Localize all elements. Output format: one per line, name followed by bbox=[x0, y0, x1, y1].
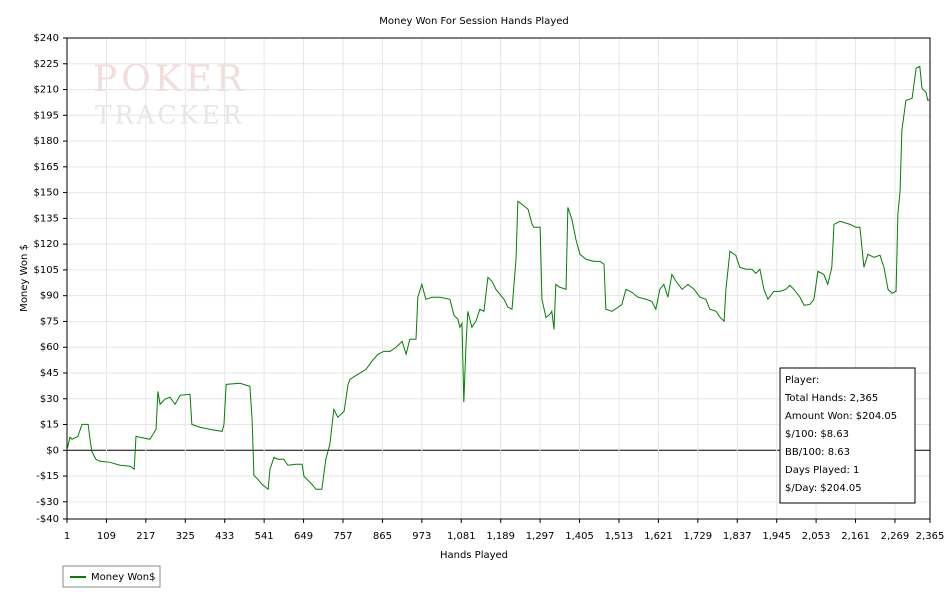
x-tick-label: 2,053 bbox=[802, 531, 831, 542]
y-tick-label: $180 bbox=[34, 136, 59, 147]
x-tick-label: 1,297 bbox=[526, 531, 555, 542]
x-tick-label: 973 bbox=[412, 531, 431, 542]
x-tick-label: 1,189 bbox=[486, 531, 515, 542]
x-tick-label: 1,729 bbox=[684, 531, 713, 542]
y-tick-label: $45 bbox=[40, 368, 59, 379]
stats-box bbox=[779, 367, 916, 504]
y-tick-label: $210 bbox=[34, 85, 59, 96]
legend-label: Money Won$ bbox=[91, 572, 155, 583]
x-tick-label: 865 bbox=[373, 531, 392, 542]
x-tick-label: 2,365 bbox=[916, 531, 945, 542]
stats-line: Amount Won: $204.05 bbox=[785, 411, 897, 422]
x-tick-label: 1 bbox=[64, 531, 70, 542]
x-axis-title: Hands Played bbox=[440, 550, 508, 561]
watermark: POKER bbox=[93, 59, 247, 100]
x-tick-label: 541 bbox=[255, 531, 274, 542]
x-tick-label: 1,945 bbox=[762, 531, 791, 542]
y-axis-title: Money Won $ bbox=[19, 244, 30, 312]
y-tick-label: -$15 bbox=[36, 471, 59, 482]
x-tick-label: 649 bbox=[294, 531, 313, 542]
x-tick-label: 325 bbox=[176, 531, 195, 542]
y-tick-label: -$40 bbox=[36, 514, 59, 525]
data-line bbox=[66, 65, 931, 491]
stats-line: Player: bbox=[785, 375, 819, 386]
y-tick-label: $30 bbox=[40, 394, 59, 405]
x-tick-label: 433 bbox=[215, 531, 234, 542]
x-tick-label: 1,621 bbox=[644, 531, 673, 542]
stats-line: Total Hands: 2,365 bbox=[784, 393, 878, 404]
x-tick-label: 1,837 bbox=[723, 531, 752, 542]
x-tick-label: 757 bbox=[333, 531, 352, 542]
legend-box bbox=[62, 565, 161, 588]
y-tick-label: -$30 bbox=[36, 497, 59, 508]
y-tick-label: $225 bbox=[34, 59, 59, 70]
x-tick-label: 1,081 bbox=[447, 531, 476, 542]
y-tick-label: $60 bbox=[40, 342, 59, 353]
x-tick-label: 1,405 bbox=[565, 531, 594, 542]
y-tick-label: $195 bbox=[34, 110, 59, 121]
x-tick-label: 217 bbox=[136, 531, 155, 542]
y-tick-label: $240 bbox=[34, 33, 59, 44]
plot-frame bbox=[66, 37, 931, 520]
x-tick-label: 1,513 bbox=[605, 531, 634, 542]
stats-line: Days Played: 1 bbox=[785, 465, 859, 476]
y-tick-label: $75 bbox=[40, 316, 59, 327]
y-tick-label: $135 bbox=[34, 213, 59, 224]
x-tick-label: 109 bbox=[97, 531, 116, 542]
y-tick-label: $120 bbox=[34, 239, 59, 250]
stats-line: BB/100: 8.63 bbox=[785, 447, 850, 458]
chart-title: Money Won For Session Hands Played bbox=[379, 16, 568, 27]
y-tick-label: $105 bbox=[34, 265, 59, 276]
x-tick-label: 2,269 bbox=[881, 531, 910, 542]
y-tick-label: $165 bbox=[34, 162, 59, 173]
y-tick-label: $0 bbox=[46, 445, 59, 456]
stats-line: $/100: $8.63 bbox=[785, 429, 849, 440]
y-tick-label: $90 bbox=[40, 291, 59, 302]
stats-line: $/Day: $204.05 bbox=[785, 483, 862, 494]
y-tick-label: $150 bbox=[34, 188, 59, 199]
x-tick-label: 2,161 bbox=[841, 531, 870, 542]
y-tick-label: $15 bbox=[40, 420, 59, 431]
